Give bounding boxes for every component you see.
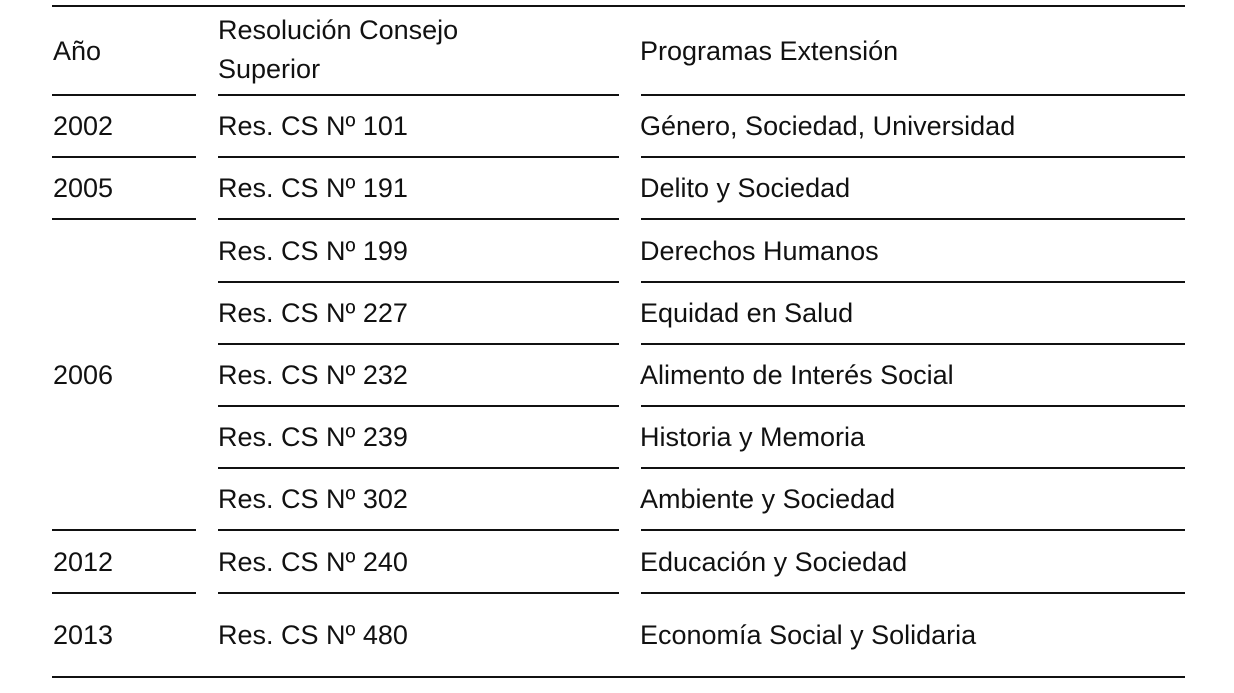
header-year: Año bbox=[53, 36, 102, 66]
row-rule bbox=[218, 592, 619, 594]
cell-program: Equidad en Salud bbox=[640, 298, 854, 328]
cell-resolution: Res. CS Nº 199 bbox=[218, 235, 408, 266]
cell-resolution: Res. CS Nº 232 bbox=[218, 360, 408, 390]
row-rule bbox=[641, 529, 1185, 531]
row-rule bbox=[52, 218, 196, 220]
row-rule bbox=[641, 592, 1185, 594]
cell-program: Género, Sociedad, Universidad bbox=[640, 111, 1016, 141]
cell-program: Alimento de Interés Social bbox=[640, 360, 954, 390]
cell-year: 2013 bbox=[53, 620, 114, 650]
row-rule bbox=[218, 405, 619, 407]
row-rule bbox=[52, 592, 196, 594]
row-rule bbox=[52, 156, 196, 158]
row-rule bbox=[218, 218, 619, 220]
row-rule bbox=[641, 94, 1185, 96]
cell-program: Historia y Memoria bbox=[640, 422, 866, 452]
cell-program: Delito y Sociedad bbox=[640, 173, 851, 203]
cell-year: 2002 bbox=[53, 111, 114, 141]
cell-program: Economía Social y Solidaria bbox=[640, 620, 977, 650]
cell-resolution: Res. CS Nº 240 bbox=[218, 546, 408, 577]
header-programs: Programas Extensión bbox=[640, 36, 899, 66]
cell-resolution: Res. CS Nº 480 bbox=[218, 620, 408, 650]
cell-resolution: Res. CS Nº 227 bbox=[218, 298, 408, 328]
row-rule bbox=[218, 343, 619, 345]
row-rule bbox=[641, 343, 1185, 345]
cell-program: Educación y Sociedad bbox=[640, 546, 908, 577]
header-resolution-line2: Superior bbox=[218, 54, 321, 84]
cell-program: Ambiente y Sociedad bbox=[640, 484, 896, 514]
top-rule bbox=[52, 5, 1185, 7]
row-rule bbox=[641, 218, 1185, 220]
cell-year: 2006 bbox=[53, 359, 114, 390]
row-rule bbox=[641, 156, 1185, 158]
cell-resolution: Res. CS Nº 101 bbox=[218, 111, 408, 141]
row-rule bbox=[52, 529, 196, 531]
cell-resolution: Res. CS Nº 191 bbox=[218, 173, 408, 203]
row-rule bbox=[218, 156, 619, 158]
row-rule bbox=[218, 467, 619, 469]
row-rule bbox=[52, 94, 196, 96]
cell-resolution: Res. CS Nº 239 bbox=[218, 422, 408, 452]
header-resolution-line1: Resolución Consejo bbox=[218, 15, 459, 45]
row-rule bbox=[641, 281, 1185, 283]
bottom-rule bbox=[52, 676, 1185, 678]
cell-year: 2012 bbox=[53, 546, 114, 577]
cell-resolution: Res. CS Nº 302 bbox=[218, 484, 408, 514]
row-rule bbox=[641, 467, 1185, 469]
row-rule bbox=[218, 281, 619, 283]
cell-program: Derechos Humanos bbox=[640, 235, 879, 266]
row-rule bbox=[218, 529, 619, 531]
row-rule bbox=[641, 405, 1185, 407]
row-rule bbox=[218, 94, 619, 96]
cell-year: 2005 bbox=[53, 173, 114, 203]
